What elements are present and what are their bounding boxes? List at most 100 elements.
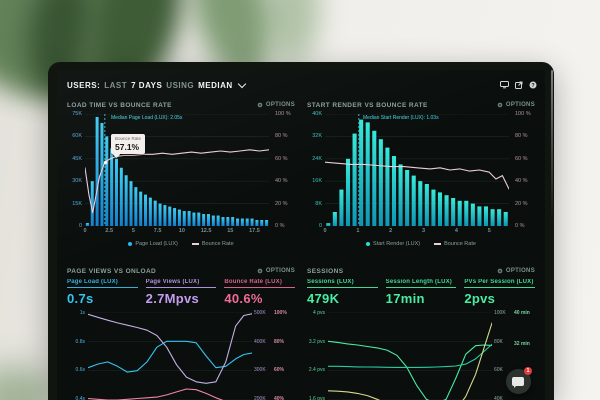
kpi-page-load: Page Load (LUX) 0.7s <box>67 279 138 306</box>
axis-tick: 32 min <box>514 340 530 347</box>
range-word: USING <box>166 80 195 90</box>
topbar-icons: ? <box>500 81 537 89</box>
median-annotation: Median Start Render (LUX): 1.03s <box>363 115 439 121</box>
axis-tick: 8K <box>315 200 322 207</box>
y-axis-right-percent: 100% 80% 60% 40% <box>274 310 295 400</box>
y-axis-left: 1s 0.8s 0.6s 0.4s <box>67 310 85 400</box>
axis-tick: 2 <box>389 228 393 234</box>
axis-tick: 10 <box>178 228 185 234</box>
chat-feedback-button[interactable]: 1 <box>506 367 532 394</box>
axis-tick: 3 <box>422 228 426 234</box>
kpi-value: 2.7Mpvs <box>145 291 200 306</box>
laptop-screen: USERS: LAST 7 DAYS USING MEDIAN ? LOAD T… <box>48 62 554 400</box>
range-word: LAST <box>104 80 128 90</box>
plot: Median Page Load (LUX): 2.05s Bounce Rat… <box>84 113 270 227</box>
axis-tick: 5 <box>487 228 491 234</box>
monitor-icon[interactable] <box>500 81 509 89</box>
kpi-value: 2pvs <box>464 291 496 306</box>
load-time-chart <box>84 113 270 227</box>
axis-tick: 0 <box>83 228 87 234</box>
dashboard: USERS: LAST 7 DAYS USING MEDIAN ? LOAD T… <box>57 70 545 400</box>
axis-tick: 4 <box>454 228 458 234</box>
axis-tick: 16K <box>312 178 322 185</box>
axis-tick: 0 % <box>515 222 525 229</box>
axis-tick: 3.2 pvs <box>308 338 325 345</box>
combo-chart-area: 40K 32K 24K 16K 8K 0 Median Start Render (LUX… <box>307 111 535 238</box>
axis-tick: 80 % <box>515 133 528 140</box>
legend-swatch <box>191 243 199 245</box>
median-annotation: Median Page Load (LUX): 2.05s <box>111 115 183 121</box>
legend-item: Start Render (LUX) <box>366 241 420 247</box>
axis-tick: 1s <box>79 310 85 316</box>
y-axis-right: 100 % 80 % 60 % 40 % 20 % 0 % <box>512 111 535 229</box>
axis-tick: 20 % <box>515 200 528 207</box>
plot <box>327 311 493 400</box>
axis-tick: 0 <box>78 222 82 229</box>
panel-header: LOAD TIME VS BOUNCE RATE OPTIONS <box>67 100 295 110</box>
panel-title: SESSIONS <box>307 267 344 275</box>
axis-tick: 100 % <box>275 111 291 117</box>
options-button[interactable]: OPTIONS <box>497 102 535 108</box>
kpi-label: Page Load (LUX) <box>67 279 138 288</box>
axis-tick: 2.5 <box>105 228 114 234</box>
axis-tick: 0.8s <box>75 338 85 345</box>
users-range-dropdown[interactable]: USERS: LAST 7 DAYS USING MEDIAN <box>67 79 246 90</box>
bounce-rate-tooltip: Bounce Rate 57.1% <box>111 134 146 154</box>
svg-text:?: ? <box>531 83 534 89</box>
kpi-bounce-rate: Bounce Rate (LUX) 40.6% <box>224 279 296 306</box>
legend-item: Bounce Rate <box>434 241 476 247</box>
axis-tick: 80% <box>274 338 285 345</box>
axis-tick: 45K <box>72 155 82 162</box>
panel-page-views: PAGE VIEWS VS ONLOAD OPTIONS Page Load (… <box>67 266 296 400</box>
y-axis-right-volume: 100K 80K 60K 40K <box>494 310 512 400</box>
axis-tick: 500K <box>254 310 266 316</box>
kpi-label: Sessions (LUX) <box>307 279 378 288</box>
gear-icon <box>257 102 263 108</box>
options-label: OPTIONS <box>265 268 295 274</box>
axis-tick: 40K <box>312 111 322 117</box>
legend-swatch <box>434 243 442 245</box>
axis-tick: 40 % <box>515 178 528 185</box>
axis-tick: 24K <box>312 155 322 162</box>
axis-tick: 60K <box>494 367 503 374</box>
options-label: OPTIONS <box>265 102 295 108</box>
axis-tick: 80 % <box>275 133 288 140</box>
kpi-sessions: Sessions (LUX) 479K <box>307 279 378 306</box>
axis-tick: 5 <box>131 228 135 234</box>
options-button[interactable]: OPTIONS <box>497 268 535 274</box>
legend-label: Bounce Rate <box>444 241 476 247</box>
axis-tick: 60 % <box>275 155 288 162</box>
kpi-value: 40.6% <box>224 291 263 306</box>
hover-point-marker <box>104 161 107 164</box>
options-button[interactable]: OPTIONS <box>257 268 295 274</box>
legend-swatch <box>128 242 133 246</box>
y-axis-left: 4 pvs 3.2 pvs 2.4 pvs 1.6 pvs <box>307 310 325 400</box>
panel-load-time: LOAD TIME VS BOUNCE RATE OPTIONS 75K 60K 4… <box>67 100 295 258</box>
kpi-label: Session Length (LUX) <box>385 279 457 288</box>
kpi-value: 17min <box>385 291 425 306</box>
axis-tick: 40 min <box>514 310 530 316</box>
axis-tick: 60K <box>72 133 82 140</box>
axis-tick: 80K <box>494 338 503 345</box>
kpi-row: Sessions (LUX) 479K Session Length (LUX)… <box>307 279 536 306</box>
share-icon[interactable] <box>515 81 523 89</box>
panel-header: SESSIONS OPTIONS <box>307 266 535 276</box>
gear-icon <box>257 268 263 274</box>
legend: Page Load (LUX) Bounce Rate <box>67 241 295 247</box>
plot: Median Start Render (LUX): 1.03s <box>324 113 510 227</box>
gear-icon <box>497 102 503 108</box>
options-button[interactable]: OPTIONS <box>257 102 295 108</box>
kpi-value: 0.7s <box>67 291 94 306</box>
x-axis: 0 1 2 3 4 5 <box>323 228 509 237</box>
y-axis-left: 75K 60K 45K 30K 15K 0 <box>67 111 82 229</box>
sessions-chart <box>327 311 493 400</box>
axis-tick: 7.5 <box>153 228 162 234</box>
tooltip-value: 57.1% <box>115 142 140 152</box>
axis-tick: 0.4s <box>75 395 85 400</box>
help-icon[interactable]: ? <box>529 81 537 89</box>
legend-label: Page Load (LUX) <box>135 241 178 247</box>
page-views-chart <box>87 311 253 400</box>
legend-item: Page Load (LUX) <box>128 241 178 247</box>
combo-chart-area: 75K 60K 45K 30K 15K 0 Median Page Load (LUX):… <box>67 111 295 238</box>
